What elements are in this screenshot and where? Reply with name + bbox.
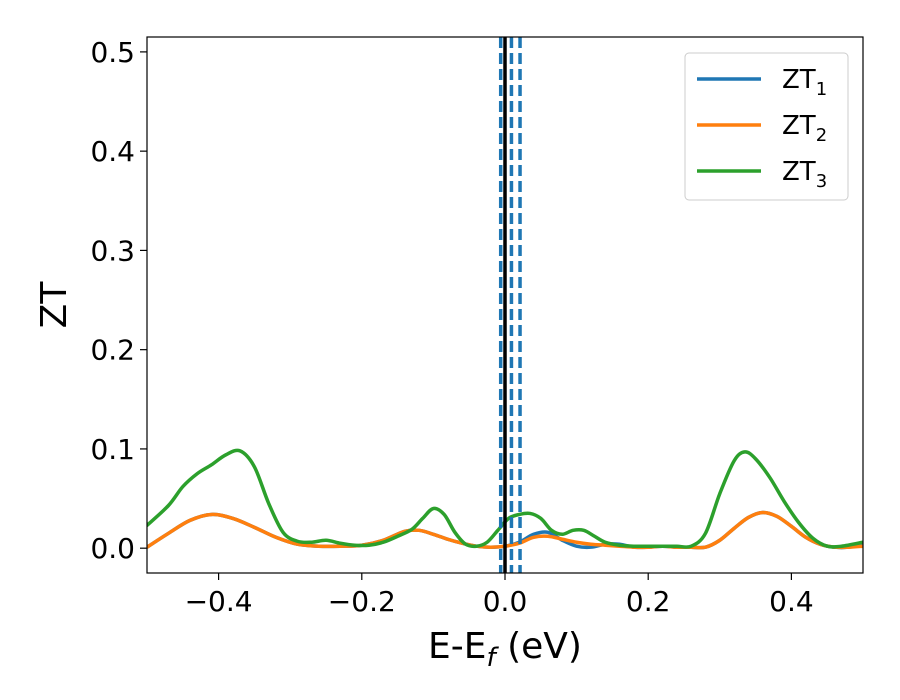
x-tick-label: −0.4 <box>185 585 253 618</box>
x-tick-label: 0.0 <box>483 585 528 618</box>
legend-label-zt2: ZT2 <box>782 111 827 146</box>
x-tick-label: −0.2 <box>328 585 396 618</box>
x-axis-label: E-Ef (eV) <box>428 626 582 673</box>
x-axis-ticks: −0.4 −0.2 0.0 0.2 0.4 <box>185 573 814 618</box>
x-tick-label: 0.2 <box>626 585 671 618</box>
y-tick-label: 0.2 <box>90 334 135 367</box>
y-tick-label: 0.3 <box>90 234 135 267</box>
legend-box <box>684 52 849 201</box>
plot-area <box>147 37 863 573</box>
y-tick-label: 0.4 <box>90 135 135 168</box>
legend: ZT1 ZT2 ZT3 <box>684 52 849 201</box>
legend-label-zt1: ZT1 <box>782 65 827 100</box>
series-line-zt2 <box>147 510 863 550</box>
y-axis-label: ZT <box>34 281 75 329</box>
series-lines <box>147 448 863 550</box>
y-axis-ticks: 0.0 0.1 0.2 0.3 0.4 0.5 <box>90 36 147 565</box>
legend-label-zt3: ZT3 <box>782 157 827 192</box>
series-line-zt3 <box>147 448 863 549</box>
y-tick-label: 0.5 <box>90 36 135 69</box>
x-tick-label: 0.4 <box>769 585 814 618</box>
reference-lines <box>498 37 522 573</box>
y-tick-label: 0.1 <box>90 433 135 466</box>
y-tick-label: 0.0 <box>90 532 135 565</box>
